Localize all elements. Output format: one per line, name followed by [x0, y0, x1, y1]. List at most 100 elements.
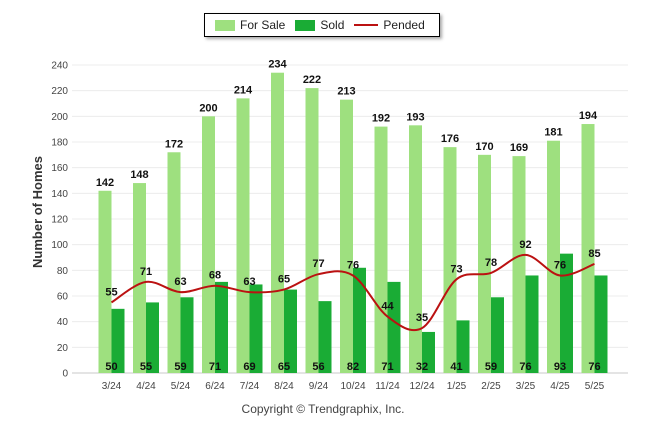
x-tick-label: 3/25 — [516, 381, 536, 392]
x-tick-label: 1/25 — [447, 381, 467, 392]
for-sale-bar — [236, 98, 250, 373]
sold-data-label: 93 — [554, 361, 566, 373]
for-sale-bar — [374, 126, 388, 373]
for-sale-bar — [512, 156, 526, 373]
pended-data-label: 35 — [416, 312, 428, 324]
x-tick-label: 12/24 — [409, 381, 434, 392]
for-sale-bar — [547, 140, 560, 373]
for-sale-bar — [478, 154, 491, 373]
sold-data-label: 41 — [450, 361, 462, 373]
for-sale-data-label: 200 — [199, 102, 217, 114]
pended-data-label: 77 — [312, 258, 324, 270]
for-sale-bars: 142 148 172 200 214 234 222 213 192 193 176 170 169 1… — [96, 59, 598, 374]
x-tick-label: 6/24 — [205, 381, 225, 392]
pended-data-label: 55 — [105, 286, 117, 298]
pended-series-line — [110, 253, 595, 332]
for-sale-bar — [443, 147, 457, 373]
sold-data-label: 76 — [519, 361, 531, 373]
x-tick-label: 7/24 — [240, 381, 260, 392]
sold-data-label: 50 — [105, 361, 117, 373]
x-tick-label: 5/24 — [171, 381, 191, 392]
for-sale-data-label: 172 — [165, 138, 183, 150]
sold-bar — [318, 301, 332, 373]
x-tick-label: 4/25 — [550, 381, 570, 392]
sold-data-label: 71 — [381, 361, 393, 373]
for-sale-data-label: 192 — [372, 113, 390, 125]
pended-data-label: 65 — [278, 274, 290, 286]
for-sale-data-label: 234 — [268, 59, 287, 71]
for-sale-bar — [98, 190, 112, 373]
for-sale-bar — [409, 125, 422, 373]
sold-data-label: 76 — [588, 361, 600, 373]
sold-bars: 50 55 59 71 69 65 56 82 71 32 41 59 76 93 76 — [105, 253, 608, 373]
legend-item-sold[interactable]: Sold — [295, 18, 344, 32]
for-sale-data-label: 214 — [234, 84, 253, 96]
sold-bar — [353, 267, 366, 373]
for-sale-data-label: 213 — [337, 86, 355, 98]
pended-data-label: 85 — [588, 248, 600, 260]
y-tick-label: 180 — [51, 138, 68, 149]
y-axis-ticks: 0 20 40 60 80 100 120 140 160 180 200 220 240 — [51, 61, 68, 380]
sold-bar — [180, 297, 194, 373]
pended-data-label: 68 — [209, 270, 221, 282]
x-tick-label: 3/24 — [102, 381, 122, 392]
y-tick-label: 80 — [57, 266, 69, 277]
x-tick-label: 2/25 — [481, 381, 501, 392]
x-tick-label: 9/24 — [309, 381, 329, 392]
sold-bar — [422, 331, 435, 373]
pended-data-label: 63 — [243, 276, 255, 288]
pended-data-label: 76 — [347, 259, 359, 271]
sold-bar — [284, 289, 297, 373]
for-sale-bar — [202, 116, 215, 373]
legend-label-pended: Pended — [383, 18, 425, 32]
sold-data-label: 82 — [347, 361, 359, 373]
y-tick-label: 220 — [51, 86, 68, 97]
for-sale-data-label: 176 — [441, 133, 459, 145]
for-sale-data-label: 148 — [130, 169, 148, 181]
sold-bar — [594, 275, 608, 373]
x-tick-label: 5/25 — [585, 381, 605, 392]
y-tick-label: 160 — [51, 163, 68, 174]
pended-data-label: 92 — [519, 239, 531, 251]
y-tick-label: 100 — [51, 240, 68, 251]
pended-data-label: 73 — [450, 263, 462, 275]
for-sale-bar — [581, 124, 595, 374]
pended-line-group: 55 71 63 68 63 65 77 76 44 35 73 78 92 76 85 — [105, 239, 601, 332]
sold-data-label: 32 — [416, 361, 428, 373]
pended-data-label: 76 — [554, 259, 566, 271]
for-sale-data-label: 170 — [475, 141, 493, 153]
copyright-text: Copyright © Trendgraphix, Inc. — [241, 402, 405, 416]
pended-swatch — [354, 24, 379, 26]
x-tick-label: 10/24 — [340, 381, 365, 392]
sold-bar — [146, 302, 159, 373]
for-sale-data-label: 222 — [303, 74, 321, 86]
pended-data-label: 63 — [174, 276, 186, 288]
y-tick-label: 40 — [57, 317, 69, 328]
sold-bar — [249, 284, 263, 373]
pended-data-label: 44 — [381, 301, 394, 313]
sold-bar — [491, 297, 504, 373]
y-tick-label: 140 — [51, 189, 68, 200]
sold-bar — [525, 275, 539, 373]
legend-item-for-sale[interactable]: For Sale — [215, 18, 285, 32]
sold-bar — [560, 253, 573, 373]
x-axis-ticks: 3/24 4/24 5/24 6/24 7/24 8/24 9/24 10/24 11/24 12… — [102, 381, 605, 392]
sold-data-label: 71 — [209, 361, 221, 373]
y-tick-label: 240 — [51, 61, 68, 72]
for-sale-data-label: 194 — [579, 110, 598, 122]
sold-bar — [387, 281, 401, 373]
x-tick-label: 8/24 — [274, 381, 294, 392]
sold-bar — [111, 308, 125, 373]
legend-item-pended[interactable]: Pended — [354, 18, 425, 32]
for-sale-data-label: 142 — [96, 177, 114, 189]
sold-data-label: 59 — [174, 361, 186, 373]
for-sale-data-label: 193 — [406, 111, 424, 123]
sold-data-label: 59 — [485, 361, 497, 373]
for-sale-data-label: 169 — [510, 142, 528, 154]
legend-label-sold: Sold — [320, 18, 345, 32]
x-tick-label: 11/24 — [375, 381, 400, 392]
y-tick-label: 0 — [62, 369, 68, 380]
for-sale-data-label: 181 — [544, 127, 562, 139]
pended-data-label: 78 — [485, 257, 497, 269]
